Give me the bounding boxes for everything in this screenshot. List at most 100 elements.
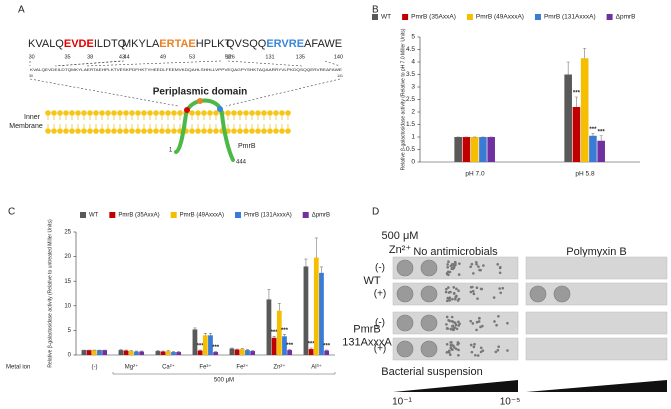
colony xyxy=(458,322,461,326)
colony xyxy=(457,273,461,276)
lipid-head xyxy=(135,110,141,116)
lipid-head xyxy=(165,110,171,116)
bar xyxy=(118,350,124,355)
motif-site xyxy=(197,98,203,104)
colony xyxy=(479,346,483,350)
colony xyxy=(498,271,502,275)
residue-number: 53 xyxy=(189,54,195,60)
colony xyxy=(473,342,476,346)
colony xyxy=(469,319,473,323)
motif-core: ERVRE xyxy=(266,38,304,50)
legend-swatch xyxy=(402,14,409,20)
colony xyxy=(445,323,448,326)
colony xyxy=(446,265,449,269)
lipid-head xyxy=(177,110,183,116)
colony xyxy=(475,260,478,264)
motif-core: ERTAE xyxy=(159,38,195,50)
colony xyxy=(452,264,455,267)
error-bar xyxy=(304,258,308,267)
significance: *** xyxy=(573,91,581,97)
error-bar xyxy=(309,347,313,350)
legend-swatch xyxy=(466,14,473,20)
lipid-head xyxy=(51,110,57,116)
lipid-head xyxy=(237,110,243,116)
lipid-head xyxy=(141,128,147,134)
lipid-head xyxy=(87,110,93,116)
colony xyxy=(452,328,455,332)
residue-number: 44 xyxy=(124,54,130,60)
lipid-head xyxy=(285,128,291,134)
colony xyxy=(457,289,460,293)
colony-spot xyxy=(396,285,414,303)
lipid-head xyxy=(105,128,111,134)
colony xyxy=(446,263,449,266)
colony xyxy=(506,349,509,352)
colony xyxy=(475,263,478,266)
plate-strip xyxy=(525,256,668,280)
colony xyxy=(450,267,454,271)
colony xyxy=(498,287,501,290)
residue-number: 35 xyxy=(64,54,70,60)
bar xyxy=(176,352,182,355)
residue-number: 38 xyxy=(87,54,93,60)
lipid-head xyxy=(207,110,213,116)
bar xyxy=(202,335,208,355)
strain-label: WT xyxy=(363,275,380,287)
treatment-label: (+) xyxy=(374,344,387,355)
bar xyxy=(102,350,108,355)
y-tick-label: 5 xyxy=(68,328,72,334)
colony xyxy=(445,315,449,319)
treatment-label: (+) xyxy=(374,289,387,300)
significance: *** xyxy=(589,127,597,133)
error-bar xyxy=(267,289,271,300)
lipid-head xyxy=(153,128,159,134)
bar xyxy=(572,107,581,162)
x-tick-label: Zn²⁺ xyxy=(273,364,285,371)
colony xyxy=(447,260,450,264)
bar xyxy=(276,310,282,355)
x-axis-label: Metal ion xyxy=(6,365,30,371)
condition-label: Polymyxin B xyxy=(566,246,627,258)
colony xyxy=(445,299,449,303)
bar xyxy=(479,137,487,162)
error-bar xyxy=(282,334,286,337)
x-tick-label: pH 5.8 xyxy=(575,171,595,178)
bar xyxy=(303,266,309,355)
lipid-head xyxy=(111,128,117,134)
lipid-head xyxy=(135,128,141,134)
error-bar xyxy=(272,336,276,338)
significance: *** xyxy=(271,330,279,336)
significance: *** xyxy=(598,129,606,135)
lipid-head xyxy=(195,128,201,134)
bar xyxy=(192,329,198,355)
group-label: 500 μM xyxy=(214,378,234,384)
colony xyxy=(470,262,474,266)
motif-site xyxy=(184,107,190,113)
colony xyxy=(475,320,479,324)
plate-strip xyxy=(525,311,668,335)
significance: *** xyxy=(308,342,316,348)
bar xyxy=(165,351,171,355)
bar xyxy=(81,350,87,355)
error-bar xyxy=(277,303,281,311)
colony xyxy=(450,341,453,344)
plate-strip xyxy=(525,282,668,306)
lipid-head xyxy=(267,128,273,134)
colony xyxy=(447,286,450,289)
x-tick-label: (-) xyxy=(92,365,98,371)
y-axis-label: Relative β-galactosidase activity (Relat… xyxy=(47,219,53,368)
bar xyxy=(308,349,314,355)
lipid-head xyxy=(45,110,51,116)
lipid-head xyxy=(99,128,105,134)
bar xyxy=(282,336,287,355)
colony xyxy=(493,320,496,323)
colony xyxy=(472,292,476,296)
colony xyxy=(451,324,455,328)
lipid-head xyxy=(255,128,261,134)
legend-swatch xyxy=(606,14,613,20)
bar xyxy=(319,272,324,355)
colony-spot xyxy=(420,259,438,277)
lipid-head xyxy=(51,128,57,134)
colony xyxy=(456,341,460,344)
